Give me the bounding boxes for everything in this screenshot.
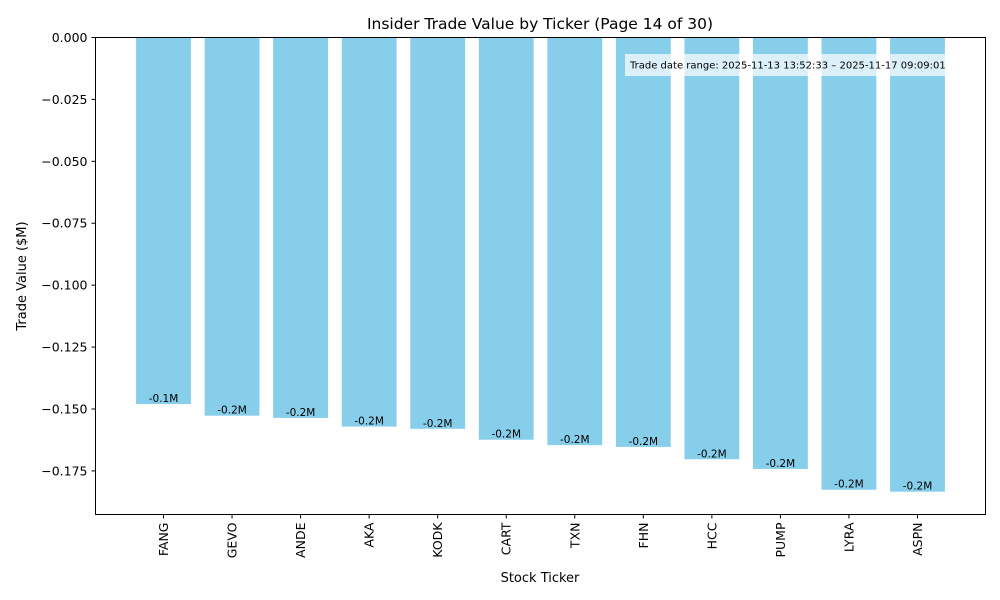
- bar-lyra: [821, 37, 877, 490]
- bar-aka: [341, 37, 397, 427]
- bar-kodk: [410, 37, 466, 429]
- x-tick-label-hcc: HCC: [704, 522, 719, 549]
- plot-frame: [95, 37, 986, 515]
- y-tick-label: −0.125: [41, 340, 87, 355]
- x-axis-title: Stock Ticker: [501, 571, 580, 586]
- y-tick-label: −0.025: [41, 92, 87, 107]
- y-tick-label: −0.150: [41, 401, 87, 416]
- data-label-hcc: -0.2M: [697, 448, 727, 460]
- bar-cart: [478, 37, 534, 440]
- bar-gevo: [204, 37, 260, 416]
- data-label-pump: -0.2M: [766, 458, 796, 470]
- x-tick-label-cart: CART: [499, 522, 514, 555]
- data-label-aspn: -0.2M: [903, 481, 933, 493]
- data-label-aka: -0.2M: [354, 416, 384, 428]
- data-label-fhn: -0.2M: [629, 436, 659, 448]
- data-label-cart: -0.2M: [491, 429, 521, 441]
- y-tick-label: −0.050: [41, 154, 87, 169]
- chart-title: Insider Trade Value by Ticker (Page 14 o…: [367, 15, 713, 33]
- annotation-layer: Trade date range: 2025-11-13 13:52:33 – …: [625, 54, 985, 76]
- x-tick-label-fang: FANG: [156, 523, 171, 557]
- y-axis-title: Trade Value ($M): [15, 221, 30, 331]
- annotation-text: Trade date range: 2025-11-13 13:52:33 – …: [629, 61, 946, 72]
- bar-fang: [136, 37, 191, 405]
- data-labels-layer: -0.1M -0.2M -0.2M -0.2M -0.2M -0.2M -0.2M -0.2M…: [149, 393, 933, 493]
- x-tick-label-ande: ANDE: [293, 522, 308, 558]
- x-tick-label-pump: PUMP: [773, 522, 788, 557]
- x-tick-label-aka: AKA: [362, 522, 377, 548]
- bars-layer: [136, 37, 945, 492]
- x-tick-label-aspn: ASPN: [910, 523, 925, 556]
- annotation-box: [625, 54, 985, 76]
- bar-aspn: [890, 37, 945, 492]
- bar-fhn: [615, 37, 671, 447]
- data-label-ande: -0.2M: [286, 407, 316, 419]
- bar-ande: [273, 37, 329, 418]
- x-tick-label-txn: TXN: [567, 523, 582, 550]
- y-tick-label: 0.000: [52, 30, 88, 45]
- x-tick-label-gevo: GEVO: [225, 522, 240, 558]
- data-label-fang: -0.1M: [149, 393, 179, 405]
- data-label-gevo: -0.2M: [217, 405, 247, 417]
- axes-layer: [95, 37, 986, 515]
- data-label-lyra: -0.2M: [834, 479, 864, 491]
- y-tick-label: −0.075: [41, 216, 87, 231]
- data-label-kodk: -0.2M: [423, 418, 453, 430]
- y-tick-label: −0.100: [41, 278, 87, 293]
- x-tick-label-lyra: LYRA: [841, 522, 856, 552]
- x-axis-ticks: FANG GEVO ANDE AKA KODK CART TXN FHN HCC PUMP LYRA…: [156, 514, 925, 558]
- bar-txn: [547, 37, 603, 446]
- data-label-txn: -0.2M: [560, 434, 590, 446]
- x-tick-label-kodk: KODK: [430, 522, 445, 558]
- y-axis-ticks: 0.000 −0.025 −0.050 −0.075 −0.100 −0.125 −0.15…: [41, 30, 96, 478]
- x-tick-label-fhn: FHN: [636, 523, 651, 549]
- bar-pump: [752, 37, 808, 469]
- y-tick-label: −0.175: [41, 463, 87, 478]
- bar-hcc: [684, 37, 740, 460]
